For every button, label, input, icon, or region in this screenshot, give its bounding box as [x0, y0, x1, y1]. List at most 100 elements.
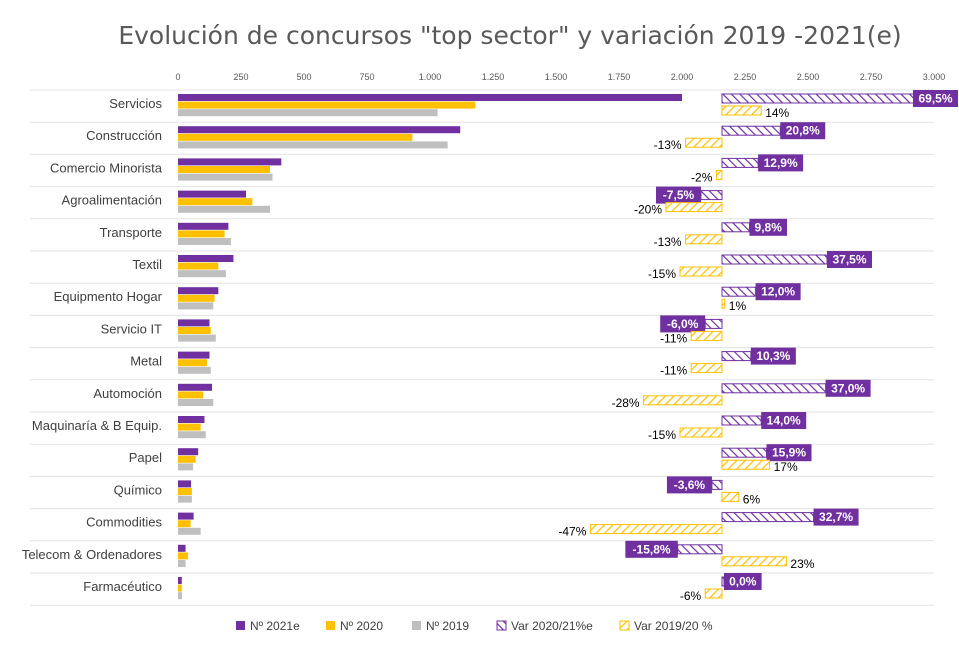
bar-2021e [178, 383, 213, 391]
legend-label: Nº 2019 [426, 619, 469, 633]
variation-bar-2020-21 [711, 479, 723, 490]
legend-swatch [412, 621, 421, 630]
bar-2021e [178, 512, 194, 520]
variation-bar-2019-20 [715, 169, 723, 180]
variation-bar-2020-21 [721, 415, 762, 426]
bar-2019 [178, 527, 201, 535]
variation-label-2019-20: -11% [660, 331, 687, 345]
variation-label-box [758, 154, 804, 172]
legend-label: Nº 2020 [340, 619, 383, 633]
bar-2020 [178, 327, 211, 334]
variation-label-box [813, 508, 859, 526]
variation-label-box [724, 573, 762, 590]
chart-title: Evolución de concursos "top sector" y va… [118, 21, 901, 50]
category-label: Telecom & Ordenadores [22, 547, 163, 562]
category-label: Commodities [86, 515, 162, 530]
bar-2021e [178, 158, 282, 166]
x-tick-label: 750 [359, 72, 374, 82]
category-labels: Servicios Construcción Comercio Minorista A… [22, 89, 934, 606]
variation-label-2019-20: -15% [648, 428, 676, 442]
variation-label-2020-21: -7,5% [663, 188, 695, 202]
variation-bars: 69,5% 14% 20,8% -13% 12,9% -2% -7,5%-20% 9,8% -1… [558, 90, 958, 603]
bar-2021e [178, 94, 682, 101]
legend-swatch [236, 621, 245, 630]
bar-2019 [178, 463, 194, 471]
bar-2021e [178, 577, 182, 584]
variation-label-box [827, 251, 872, 268]
bar-2019 [178, 238, 231, 245]
variation-bar-2020-21 [700, 190, 723, 201]
bar-2021e [178, 448, 199, 456]
x-tick-label: 2.000 [671, 72, 694, 82]
bar-2020 [178, 520, 191, 528]
variation-label-2020-21: -6,0% [667, 317, 699, 331]
variation-label-box [825, 379, 871, 397]
variation-label-2019-20: -20% [634, 203, 662, 217]
bar-2019 [178, 592, 183, 600]
x-tick-label: 500 [296, 72, 311, 82]
bar-2021e [178, 222, 229, 230]
bar-2020 [178, 584, 182, 592]
variation-bar-2020-21 [721, 93, 918, 104]
bar-2021e [178, 416, 205, 423]
variation-label-2019-20: -13% [654, 235, 682, 249]
x-tick-label: 3.000 [923, 72, 946, 82]
variation-label-2020-21: 20,8% [786, 124, 820, 138]
variation-label-box [766, 444, 812, 462]
variation-bar-2019-20 [721, 491, 740, 502]
variation-bar-2020-21 [721, 125, 781, 136]
variation-label-box [913, 90, 958, 107]
category-label: Metal [130, 354, 162, 369]
x-tick-label: 2.750 [860, 72, 883, 82]
bar-2019 [178, 173, 273, 181]
variation-label-2019-20: 1% [729, 299, 747, 313]
legend-label: Var 2020/21%e [511, 619, 593, 633]
variation-label-2020-21: 12,0% [761, 285, 795, 299]
variation-label-2019-20: -28% [612, 396, 640, 410]
variation-label-2020-21: 37,0% [831, 381, 865, 395]
legend: Nº 2021e Nº 2020 Nº 2019 Var 2020/21%e Var 2… [236, 619, 713, 633]
variation-label-2019-20: -2% [691, 170, 713, 184]
variation-label-box [625, 540, 678, 558]
variation-bar-2019-20 [679, 266, 723, 277]
bar-2019 [178, 205, 270, 213]
variation-bar-2020-21 [721, 383, 827, 394]
bar-2021e [178, 190, 247, 198]
category-label: Servicio IT [101, 321, 162, 336]
count-bars [178, 94, 682, 600]
variation-bar-2019-20 [721, 556, 787, 567]
variation-label-2020-21: 15,9% [772, 446, 806, 460]
variation-label-2020-21: 32,7% [819, 510, 853, 524]
variation-bar-2019-20 [704, 588, 723, 599]
bar-2019 [178, 141, 448, 149]
variation-bar-2020-21 [721, 512, 815, 523]
variation-label-2020-21: 10,3% [756, 349, 790, 363]
bar-2021e [178, 126, 461, 134]
bar-2021e [178, 287, 219, 295]
legend-label: Nº 2021e [250, 619, 300, 633]
variation-bar-2019-20 [721, 298, 726, 309]
bar-2019 [178, 302, 214, 310]
bar-2020 [178, 455, 196, 463]
variation-label-2020-21: 12,9% [764, 156, 798, 170]
bar-2019 [178, 366, 211, 374]
variation-bar-2019-20 [679, 427, 723, 438]
x-tick-label: 1.000 [419, 72, 442, 82]
variation-bar-2019-20 [690, 363, 723, 374]
x-axis: 0 250 500 750 1.000 1.250 1.500 1.750 2.000 2.250… [175, 72, 945, 82]
category-label: Farmacéutico [83, 579, 162, 594]
bar-2020 [178, 488, 192, 495]
variation-label-2020-21: -15,8% [633, 542, 671, 556]
category-label: Servicios [109, 96, 162, 111]
variation-label-box [750, 347, 796, 365]
variation-bar-2019-20 [721, 459, 771, 470]
variation-label-2019-20: 17% [774, 460, 798, 474]
variation-label-2020-21: 69,5% [918, 92, 952, 106]
variation-bar-2019-20 [685, 234, 723, 245]
bar-2021e [178, 544, 186, 552]
category-label: Construcción [86, 128, 162, 143]
variation-bar-2020-21 [721, 286, 757, 297]
bar-2019 [178, 431, 206, 439]
variation-label-box [761, 412, 807, 429]
